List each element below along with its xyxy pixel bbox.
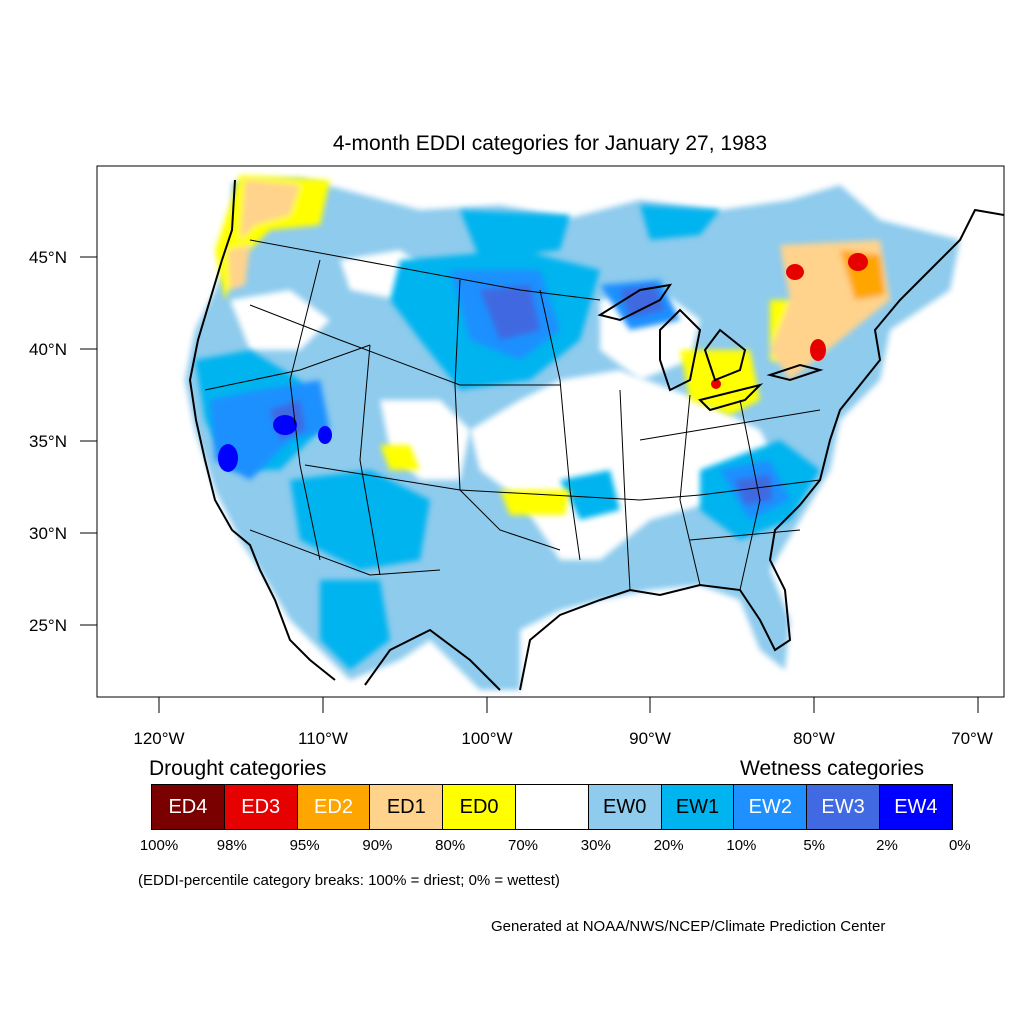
legend-swatch: EW0 <box>587 784 662 830</box>
lon-label: 70°W <box>951 729 993 748</box>
map-title: 4-month EDDI categories for January 27, … <box>332 132 768 155</box>
lat-ticks <box>80 256 97 626</box>
ew1-area <box>560 470 620 520</box>
lat-label: 35°N <box>29 432 67 451</box>
break-label: 90% <box>362 837 393 854</box>
break-label: 10% <box>726 837 757 854</box>
legend-swatch: ED2 <box>296 784 371 830</box>
wetness-heading: Wetness categories <box>740 757 925 780</box>
lon-label: 110°W <box>298 729 348 748</box>
ed3-area <box>786 264 804 280</box>
ew4-area <box>218 444 238 472</box>
ew3-area <box>735 475 772 505</box>
ew4-area <box>273 415 297 435</box>
break-label: 95% <box>289 837 320 854</box>
legend-swatch: EW4 <box>879 784 953 830</box>
coastline <box>188 179 1004 691</box>
ed3-area <box>711 379 721 389</box>
break-label: 0% <box>948 837 971 854</box>
ew3-area <box>480 285 540 340</box>
lon-label: 120°W <box>133 729 184 748</box>
ew1-area <box>290 470 430 570</box>
ed1-area <box>228 245 250 290</box>
legend-swatch: ED4 <box>151 784 225 830</box>
break-label: 98% <box>216 837 247 854</box>
ew1-area <box>320 580 390 670</box>
break-label: 70% <box>507 837 539 854</box>
lon-label: 100°W <box>461 729 512 748</box>
lat-label: 30°N <box>29 524 67 543</box>
category-note: (EDDI-percentile category breaks: 100% =… <box>138 872 560 889</box>
legend-swatch: ED1 <box>369 784 444 830</box>
ed0-area <box>500 490 570 515</box>
lon-ticks <box>158 697 979 713</box>
ed3-area <box>810 339 826 361</box>
lon-label: 90°W <box>629 729 671 748</box>
break-label: 80% <box>435 837 466 854</box>
neutral-area <box>230 290 330 350</box>
legend-swatch: EW1 <box>660 784 735 830</box>
legend-swatch: EW3 <box>806 784 880 830</box>
map-frame <box>96 165 1005 698</box>
lat-label: 25°N <box>29 616 67 635</box>
great-lakes <box>597 283 824 412</box>
lon-label: 80°W <box>793 729 835 748</box>
lat-label: 45°N <box>29 248 67 267</box>
credit-line: Generated at NOAA/NWS/NCEP/Climate Predi… <box>491 918 886 935</box>
break-label: 2% <box>876 837 898 854</box>
map-field <box>185 175 1004 691</box>
legend-swatch <box>515 784 589 830</box>
break-label: 20% <box>653 837 684 854</box>
break-label: 5% <box>803 837 826 854</box>
ew4-area <box>318 426 332 444</box>
ed1-area <box>240 180 300 240</box>
ed0-area <box>380 445 420 470</box>
ed3-area <box>848 253 868 271</box>
legend-swatch: ED3 <box>223 784 298 830</box>
state-borders <box>204 239 821 591</box>
break-label: 100% <box>139 837 179 854</box>
break-label: 30% <box>580 837 611 854</box>
legend-swatch: EW2 <box>733 784 808 830</box>
ew1-area <box>640 205 720 240</box>
drought-heading: Drought categories <box>149 757 327 780</box>
lat-label: 40°N <box>29 340 67 359</box>
ew1-area <box>460 210 570 260</box>
legend-swatch: ED0 <box>442 784 516 830</box>
ew3-area <box>620 285 665 318</box>
